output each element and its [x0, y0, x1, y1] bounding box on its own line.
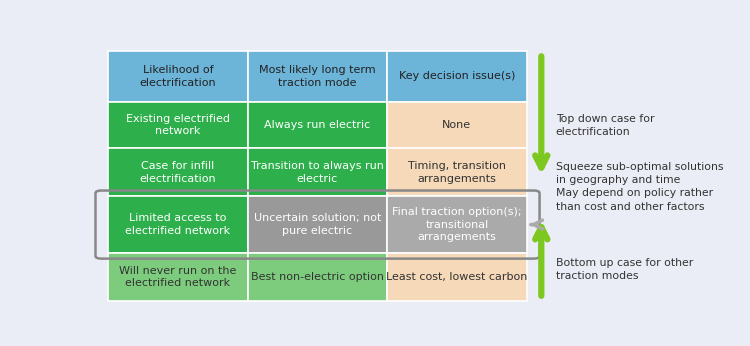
Text: Transition to always run
electric: Transition to always run electric [251, 161, 384, 183]
Bar [108, 253, 248, 301]
Text: Likelihood of
electrification: Likelihood of electrification [140, 65, 216, 88]
Text: Final traction option(s);
transitional
arrangements: Final traction option(s); transitional a… [392, 207, 522, 243]
Text: Best non-electric option: Best non-electric option [251, 272, 384, 282]
Bar [248, 51, 387, 102]
Bar [248, 148, 387, 197]
Text: Squeeze sub-optimal solutions
in geography and time
May depend on policy rather
: Squeeze sub-optimal solutions in geograp… [556, 162, 723, 211]
Text: Least cost, lowest carbon: Least cost, lowest carbon [386, 272, 527, 282]
Bar [108, 51, 248, 102]
Text: Timing, transition
arrangements: Timing, transition arrangements [408, 161, 506, 183]
Text: Bottom up case for other
traction modes: Bottom up case for other traction modes [556, 258, 693, 281]
Bar [387, 102, 526, 148]
Text: Existing electrified
network: Existing electrified network [126, 113, 230, 136]
Bar [248, 102, 387, 148]
Bar [108, 148, 248, 197]
Text: Uncertain solution; not
pure electric: Uncertain solution; not pure electric [254, 213, 381, 236]
Text: Case for infill
electrification: Case for infill electrification [140, 161, 216, 183]
Bar [108, 102, 248, 148]
Bar [248, 197, 387, 253]
Bar [387, 51, 526, 102]
Text: Most likely long term
traction mode: Most likely long term traction mode [259, 65, 376, 88]
Text: Limited access to
electrified network: Limited access to electrified network [125, 213, 230, 236]
Bar [108, 197, 248, 253]
Bar [248, 253, 387, 301]
Text: Will never run on the
electrified network: Will never run on the electrified networ… [119, 266, 237, 289]
Bar [387, 253, 526, 301]
Text: None: None [442, 120, 472, 130]
Text: Always run electric: Always run electric [264, 120, 370, 130]
Text: Top down case for
electrification: Top down case for electrification [556, 114, 654, 137]
Text: Key decision issue(s): Key decision issue(s) [399, 71, 515, 81]
Bar [387, 197, 526, 253]
Bar [387, 148, 526, 197]
